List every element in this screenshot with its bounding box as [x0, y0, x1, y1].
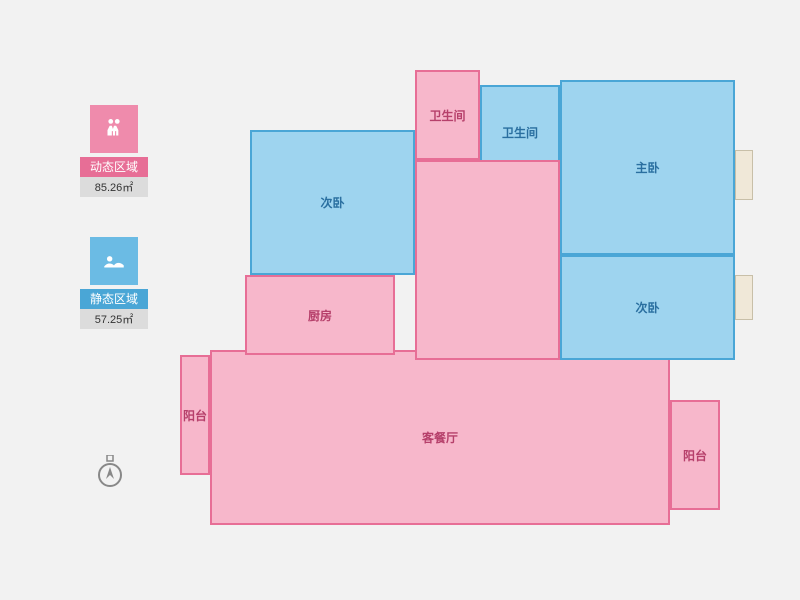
room-balcony2: 阳台 [670, 400, 720, 510]
room-bed1: 次卧 [250, 130, 415, 275]
legend-value-dynamic: 85.26㎡ [80, 177, 148, 197]
room-master: 主卧 [560, 80, 735, 255]
sleep-icon [90, 237, 138, 285]
legend-item-dynamic: 动态区域 85.26㎡ [80, 105, 148, 197]
room-living: 客餐厅 [210, 350, 670, 525]
room-bath1: 卫生间 [415, 70, 480, 160]
room-label-kitchen: 厨房 [308, 307, 332, 324]
legend-label-dynamic: 动态区域 [80, 157, 148, 177]
room-label-bath1: 卫生间 [429, 107, 465, 124]
room-label-bed1: 次卧 [320, 194, 344, 211]
legend: 动态区域 85.26㎡ 静态区域 57.25㎡ [80, 105, 148, 369]
floor-plan: 客餐厅厨房卫生间卫生间次卧主卧次卧步入式衣柜阳台阳台 [180, 50, 760, 570]
compass-icon [95, 455, 125, 485]
room-label-master: 主卧 [635, 159, 659, 176]
room-bed2: 次卧 [560, 255, 735, 360]
room-label-balcony1: 阳台 [183, 407, 207, 424]
accent-1 [735, 275, 753, 320]
room-corridor [415, 160, 560, 360]
room-label-bed2: 次卧 [635, 299, 659, 316]
legend-value-static: 57.25㎡ [80, 309, 148, 329]
legend-item-static: 静态区域 57.25㎡ [80, 237, 148, 329]
room-label-balcony2: 阳台 [683, 447, 707, 464]
room-kitchen: 厨房 [245, 275, 395, 355]
accent-0 [735, 150, 753, 200]
people-icon [90, 105, 138, 153]
room-label-bath2: 卫生间 [502, 124, 538, 141]
room-label-living: 客餐厅 [422, 429, 458, 446]
room-balcony1: 阳台 [180, 355, 210, 475]
legend-label-static: 静态区域 [80, 289, 148, 309]
